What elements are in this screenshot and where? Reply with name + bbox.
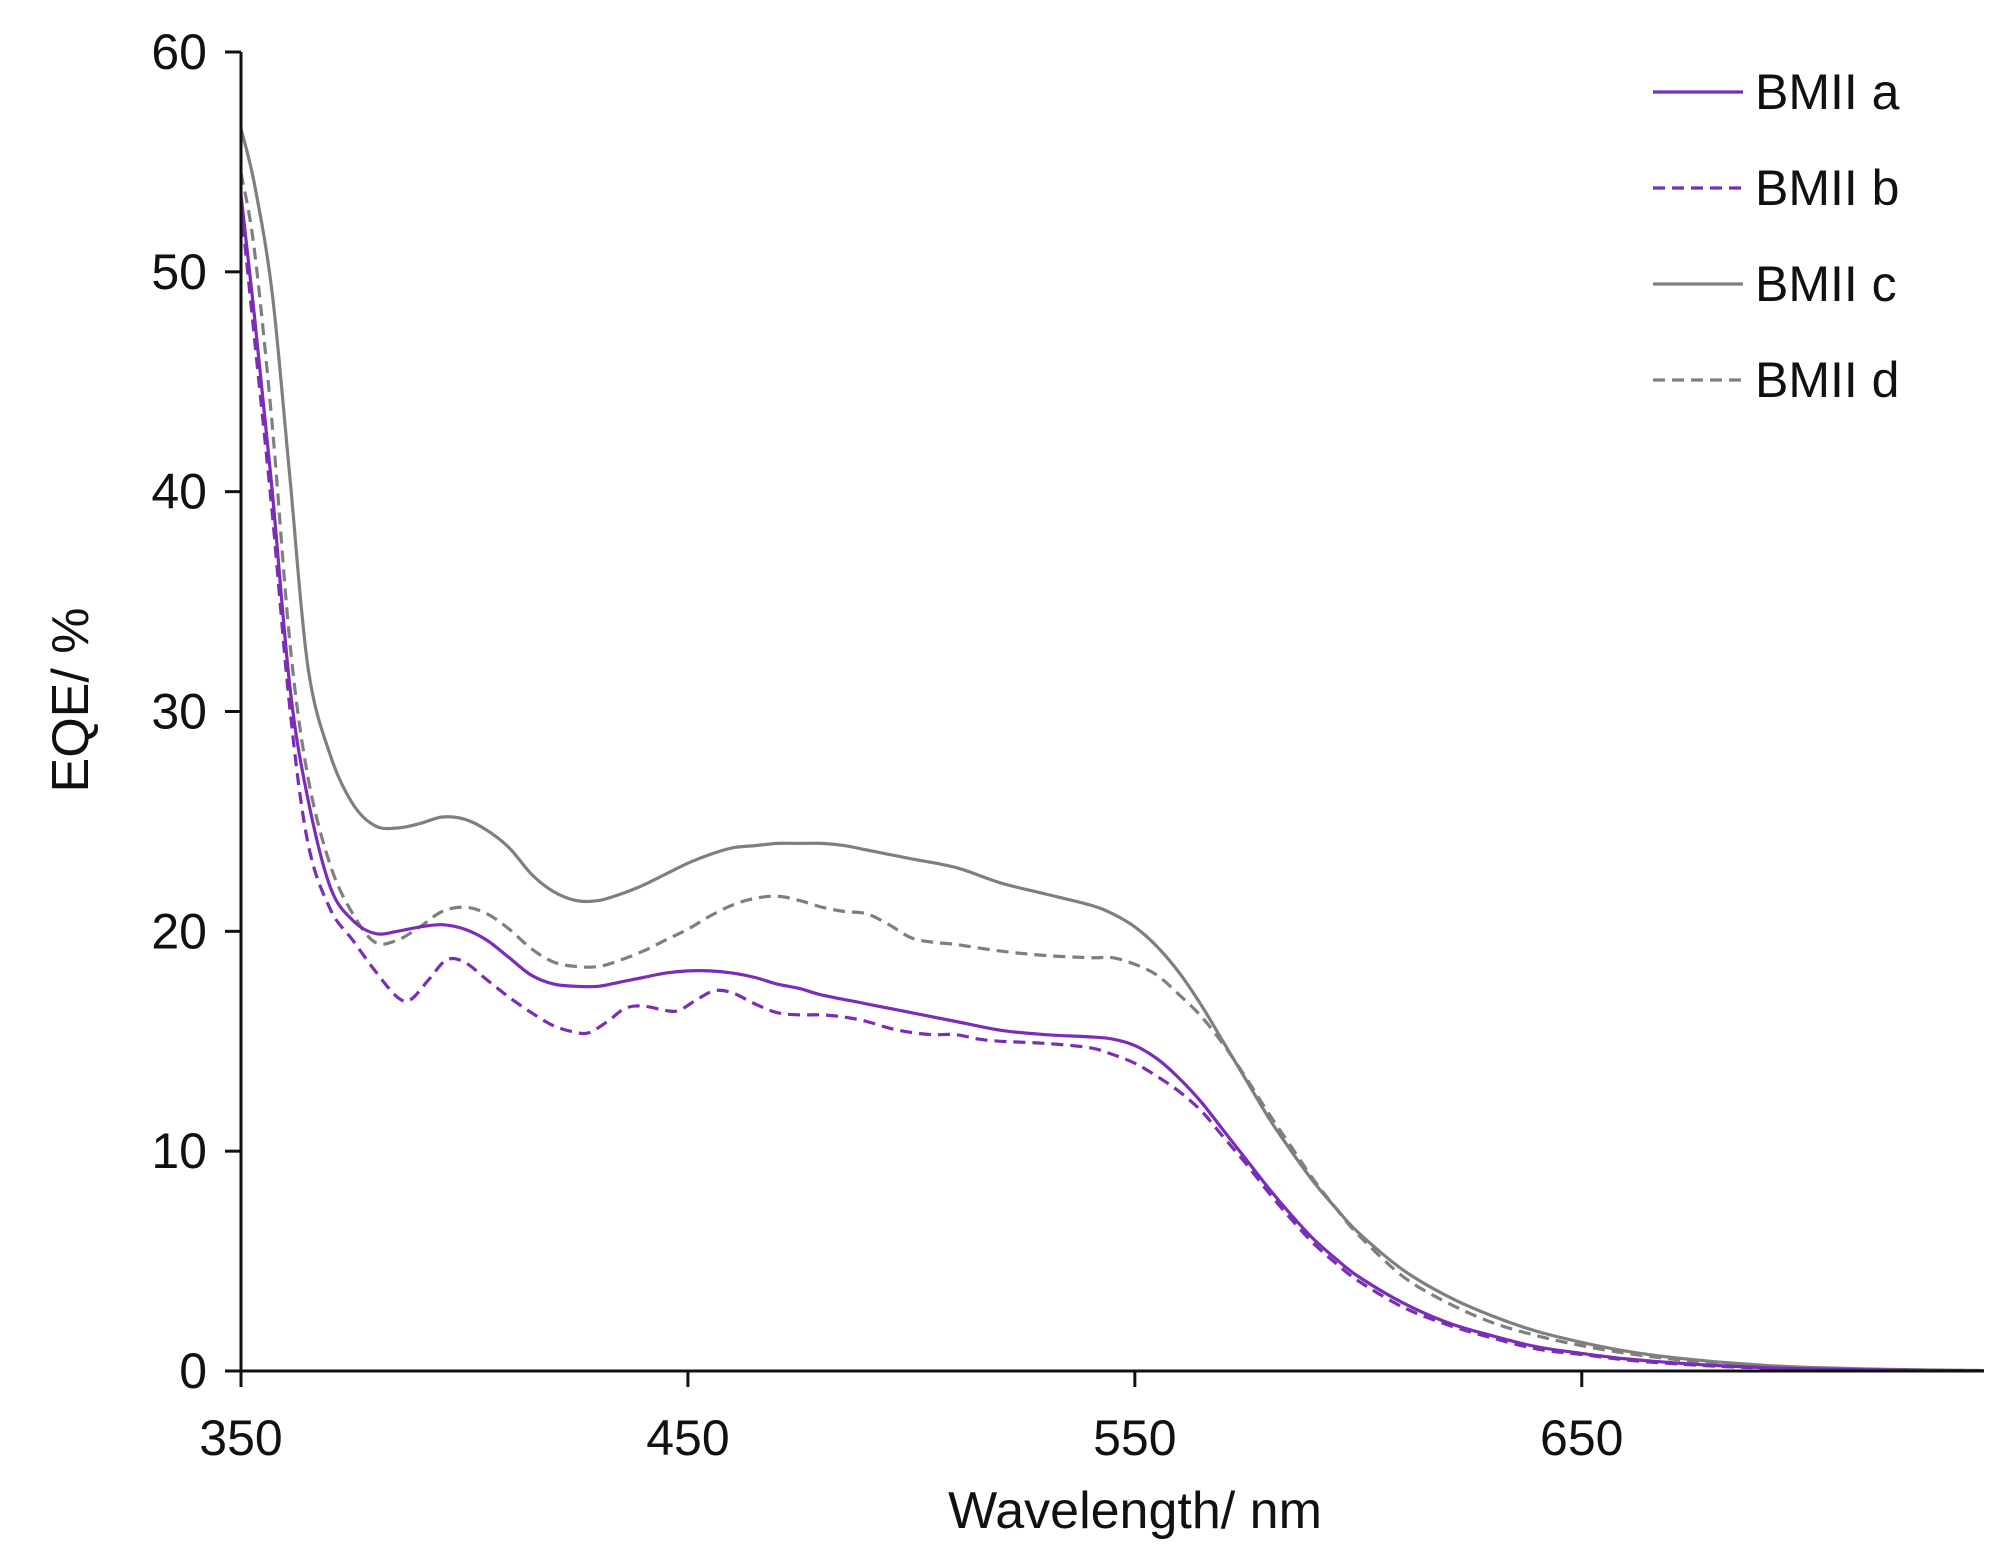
ticks: 0 10 20 30 40 50 60 350 450 550 650	[151, 24, 1623, 1466]
y-tick-label: 0	[179, 1343, 207, 1399]
series-line-bmii-c	[239, 128, 1985, 1373]
x-axis-title: Wavelength/ nm	[948, 1482, 1322, 1540]
x-tick-label: 650	[1540, 1410, 1623, 1466]
y-tick-label: 10	[151, 1123, 207, 1179]
x-tick-label: 450	[646, 1410, 729, 1466]
y-tick-label: 60	[151, 24, 207, 80]
series-line-bmii-d	[239, 172, 1985, 1373]
y-tick-label: 40	[151, 464, 207, 520]
x-tick-label: 350	[199, 1410, 282, 1466]
legend-label-bmii-d: BMII d	[1755, 352, 1899, 408]
series-line-bmii-a	[239, 194, 1985, 1373]
y-tick-label: 20	[151, 903, 207, 959]
axes	[239, 52, 1984, 1373]
legend-label-bmii-b: BMII b	[1755, 160, 1899, 216]
legend-label-bmii-c: BMII c	[1755, 256, 1897, 312]
legend-label-bmii-a: BMII a	[1755, 64, 1900, 120]
series-line-bmii-b	[239, 205, 1985, 1373]
legend: BMII a BMII b BMII c BMII d	[1653, 64, 1900, 408]
y-tick-label: 30	[151, 684, 207, 740]
plot-area	[239, 128, 1985, 1373]
y-tick-label: 50	[151, 244, 207, 300]
y-axis-title: EQE/ %	[42, 608, 100, 793]
x-tick-label: 550	[1093, 1410, 1176, 1466]
